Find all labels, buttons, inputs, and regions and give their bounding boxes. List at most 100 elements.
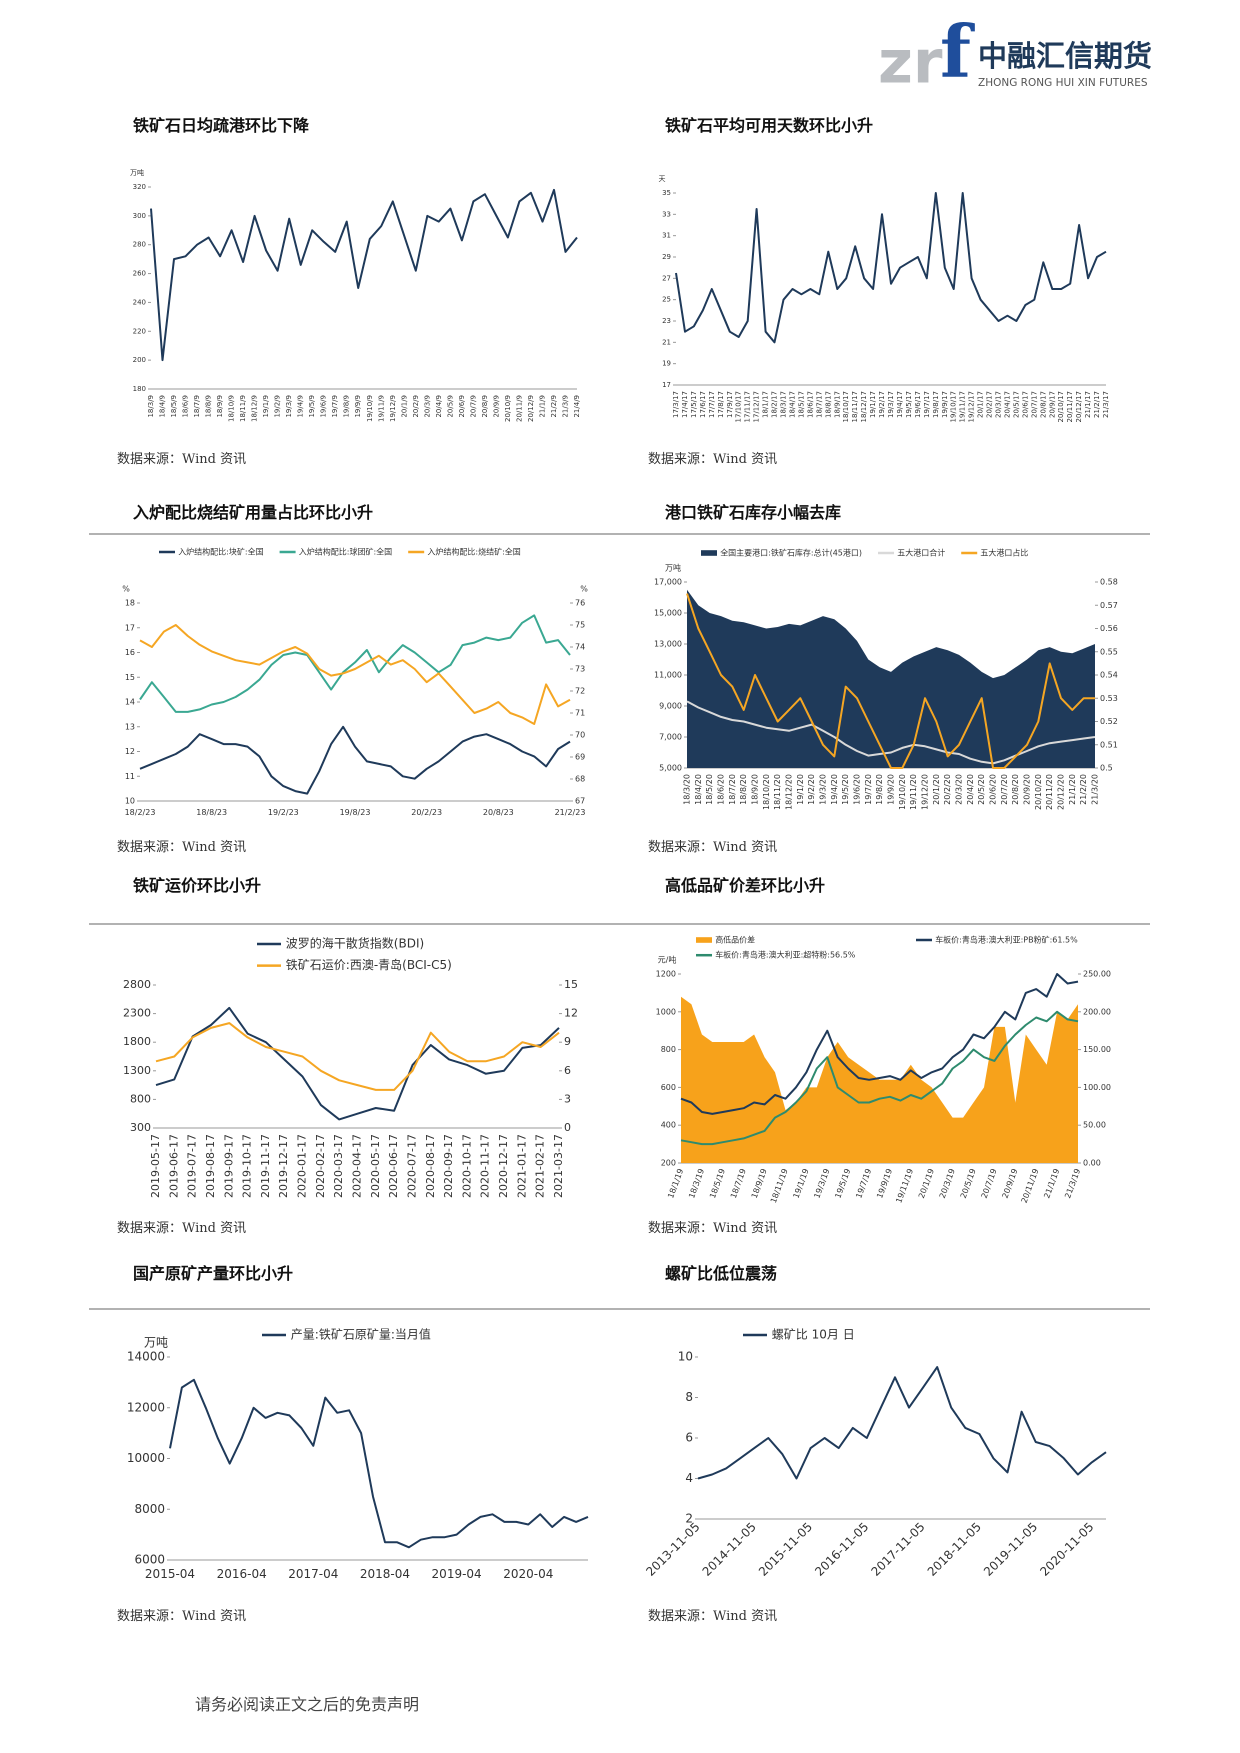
source-note: 数据来源：Wind 资讯 [648, 1609, 777, 1624]
x-tick-label: 18/4/20 [694, 774, 703, 805]
x-tick-label: 19/12/17 [968, 391, 976, 422]
y2-tick-label: 71 [575, 709, 585, 718]
y-tick-label: 240 [133, 298, 146, 306]
x-tick-label: 19/8/23 [340, 808, 371, 817]
x-tick-label: 2018-04 [360, 1567, 410, 1581]
x-tick-label: 19/3/9 [285, 395, 293, 418]
y-tick-label: 27 [662, 274, 671, 282]
x-tick-label: 19/8/17 [932, 391, 940, 418]
x-tick-label: 20/1/19 [917, 1167, 936, 1199]
x-tick-label: 21/3/20 [1091, 774, 1100, 805]
y-tick-label: 33 [662, 210, 671, 218]
source-note: 数据来源：Wind 资讯 [117, 1609, 246, 1624]
x-tick-label: 18/6/17 [806, 391, 814, 418]
y-tick-label: 23 [662, 317, 671, 325]
x-tick-label: 18/7/20 [728, 774, 737, 805]
y-tick-label: 5,000 [659, 764, 682, 773]
x-tick-label: 2016-11-05 [812, 1520, 871, 1579]
y-tick-label: 300 [130, 1121, 151, 1134]
chart-title: 港口铁矿石库存小幅去库 [665, 503, 841, 522]
y2-tick-label: 0.5 [1100, 764, 1113, 773]
y2-tick-label: 68 [575, 775, 585, 784]
y-tick-label: 35 [662, 189, 671, 197]
y-tick-label: 15,000 [654, 609, 682, 618]
x-tick-label: 20/7/17 [1030, 391, 1038, 418]
legend-label: 全国主要港口:铁矿石库存:总计(45港口) [720, 548, 862, 558]
y-tick-label: 2800 [123, 978, 151, 991]
legend-label: 入炉结构配比:球团矿:全国 [299, 547, 392, 557]
y2-tick-label: 70 [575, 731, 585, 740]
x-tick-label: 18/1/17 [762, 391, 770, 418]
x-tick-label: 20/8/20 [1011, 774, 1020, 805]
area [687, 589, 1095, 768]
y-tick-label: 11,000 [654, 671, 682, 680]
x-tick-label: 19/3/19 [812, 1167, 831, 1199]
chart-title: 铁矿石日均疏港环比下降 [133, 116, 310, 135]
legend-label: 铁矿石运价:西澳-青岛(BCI-C5) [286, 957, 452, 972]
x-tick-label: 20/3/17 [995, 391, 1003, 418]
line [155, 1006, 560, 1121]
x-tick-label: 20/7/20 [1000, 774, 1009, 805]
y2-tick-label: 0.00 [1083, 1159, 1101, 1168]
y-tick-label: 12000 [127, 1400, 165, 1414]
x-tick-label: 2015-11-05 [756, 1520, 815, 1579]
x-tick-label: 2020-06-17 [387, 1134, 400, 1198]
y2-tick-label: 73 [575, 665, 585, 674]
y-tick-label: 10 [125, 797, 135, 806]
x-tick-label: 19/3/20 [819, 774, 828, 805]
x-tick-label: 19/7/17 [923, 391, 931, 418]
x-tick-label: 19/11/9 [377, 395, 385, 422]
x-tick-label: 2020-11-17 [479, 1134, 492, 1198]
x-tick-label: 17/6/17 [699, 391, 707, 418]
x-tick-label: 20/3/20 [955, 774, 964, 805]
x-tick-label: 19/1/9 [262, 395, 270, 418]
x-tick-label: 21/1/19 [1042, 1167, 1061, 1199]
x-tick-label: 20/8/9 [481, 395, 489, 418]
y-tick-label: 280 [133, 241, 146, 249]
logo: zr f 中融汇信期货 ZHONG RONG HUI XIN FUTURES [878, 9, 1152, 98]
source-note: 数据来源：Wind 资讯 [117, 452, 246, 467]
x-tick-label: 17/3/17 [672, 391, 680, 418]
y-tick-label: 2 [685, 1512, 693, 1526]
x-tick-label: 2016-04 [217, 1567, 267, 1581]
x-tick-label: 20/9/17 [1048, 391, 1056, 418]
x-tick-label: 20/5/9 [446, 395, 454, 418]
x-tick-label: 18/2/23 [125, 808, 156, 817]
x-tick-label: 2020-01-17 [296, 1134, 309, 1198]
x-tick-label: 21/3/17 [1102, 391, 1110, 418]
source-note: 数据来源：Wind 资讯 [117, 1221, 246, 1236]
y2-tick-label: 0.55 [1100, 647, 1118, 656]
y2-tick-label: 74 [575, 643, 585, 652]
x-tick-label: 18/12/9 [251, 395, 259, 422]
source-note: 数据来源：Wind 资讯 [648, 840, 777, 855]
line [169, 1378, 589, 1549]
x-tick-label: 20/4/17 [1003, 391, 1011, 418]
y-tick-label: 6000 [134, 1553, 165, 1567]
y-tick-label: 200 [133, 356, 146, 364]
y2-tick-label: 67 [575, 797, 585, 806]
x-tick-label: 18/10/9 [228, 395, 236, 422]
x-tick-label: 20/5/19 [959, 1167, 978, 1199]
y2-tick-label: 100.00 [1083, 1083, 1111, 1092]
x-tick-label: 17/11/17 [744, 391, 752, 422]
x-tick-label: 18/10/17 [842, 391, 850, 422]
y-tick-label: 200 [661, 1159, 676, 1168]
x-tick-label: 19/1/19 [792, 1167, 811, 1199]
y2-tick-label: 0.57 [1100, 601, 1118, 610]
x-tick-label: 20/2/23 [411, 808, 442, 817]
x-tick-label: 18/3/9 [147, 395, 155, 418]
x-tick-label: 19/7/19 [854, 1167, 873, 1199]
x-tick-label: 20/12/9 [527, 395, 535, 422]
x-tick-label: 19/6/17 [914, 391, 922, 418]
x-tick-label: 19/2/20 [807, 774, 816, 805]
line [686, 593, 1095, 769]
y-tick-label: 180 [133, 385, 146, 393]
y2-tick-label: 3 [564, 1092, 571, 1105]
x-tick-label: 20/5/20 [977, 774, 986, 805]
x-tick-label: 18/5/20 [705, 774, 714, 805]
y-tick-label: 300 [133, 212, 146, 220]
y-tick-label: 12 [125, 747, 135, 756]
x-tick-label: 18/9/20 [751, 774, 760, 805]
x-tick-label: 2020-09-17 [442, 1134, 455, 1198]
